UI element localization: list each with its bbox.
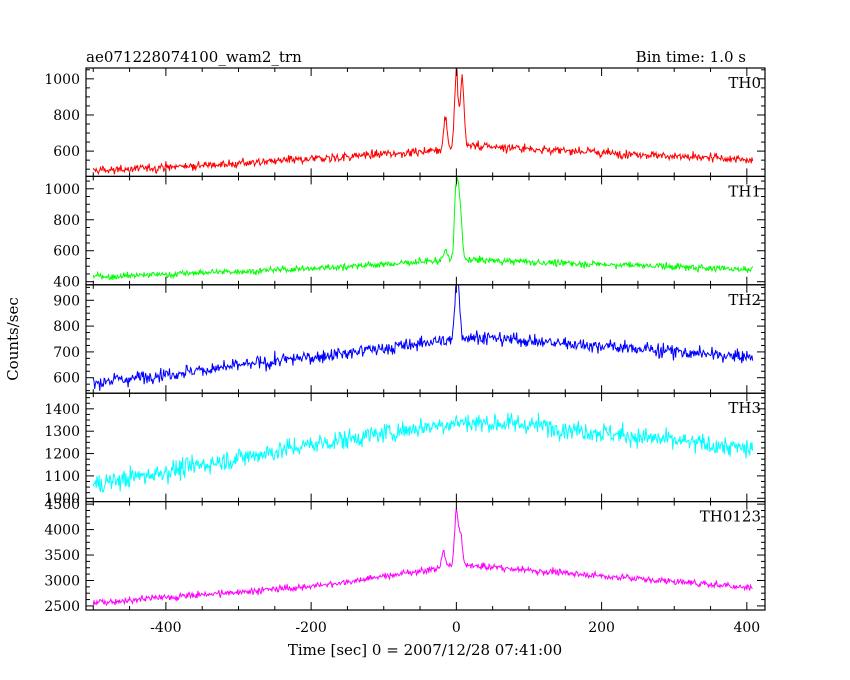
y-tick-label: 1200 (44, 447, 80, 463)
series-line-th1 (92, 177, 754, 281)
series-line-th0123 (92, 508, 753, 607)
y-tick-label: 3000 (44, 573, 80, 589)
bin-time-label: Bin time: 1.0 s (636, 48, 746, 66)
chart-title: ae071228074100_wam2_trn (86, 48, 302, 66)
y-tick-label: 800 (53, 108, 80, 124)
y-tick-label: 2500 (44, 599, 80, 615)
panel-frame (85, 67, 766, 178)
panel-label-th2: TH2 (728, 291, 761, 309)
x-axis-label: Time [sec] 0 = 2007/12/28 07:41:00 (288, 641, 562, 659)
y-tick-label: 3500 (44, 548, 80, 564)
y-axis-label: Counts/sec (4, 297, 22, 381)
y-tick-label: 4000 (44, 523, 80, 539)
y-tick-label: 1100 (44, 469, 80, 485)
panel-frame (85, 392, 766, 503)
series-line-th2 (92, 284, 754, 391)
x-tick-label: 200 (588, 620, 615, 636)
y-tick-label: 800 (53, 213, 80, 229)
panels-group: 600 800 1000 TH0 400 600 800 1000 TH1 600 700 800 90… (44, 67, 766, 636)
x-tick-label: -200 (295, 620, 326, 636)
y-tick-label: 4500 (44, 497, 80, 513)
panel-label-th0: TH0 (728, 74, 761, 92)
panel-label-th3: TH3 (728, 399, 761, 417)
y-tick-label: 700 (53, 345, 80, 361)
x-tick-label: 0 (452, 620, 461, 636)
panel-label-th1: TH1 (728, 182, 761, 200)
panel-label-th0123: TH0123 (700, 508, 761, 526)
x-tick-label: 400 (733, 620, 760, 636)
y-tick-label: 900 (53, 293, 80, 309)
y-tick-label: 1400 (44, 402, 80, 418)
x-tick-label: -400 (150, 620, 181, 636)
y-tick-label: 1000 (44, 182, 80, 198)
panel-frame (85, 284, 766, 394)
panel-frame (85, 175, 766, 286)
y-tick-label: 600 (53, 144, 80, 160)
y-tick-label: 600 (53, 371, 80, 387)
y-tick-label: 1000 (44, 491, 80, 507)
panel-frame (85, 501, 766, 611)
series-line-th0 (92, 68, 754, 176)
series-line-th3 (92, 412, 754, 493)
y-tick-label: 1000 (44, 72, 80, 88)
y-tick-label: 800 (53, 319, 80, 335)
y-tick-label: 400 (53, 275, 80, 291)
y-tick-label: 600 (53, 244, 80, 260)
y-tick-label: 1300 (44, 424, 80, 440)
